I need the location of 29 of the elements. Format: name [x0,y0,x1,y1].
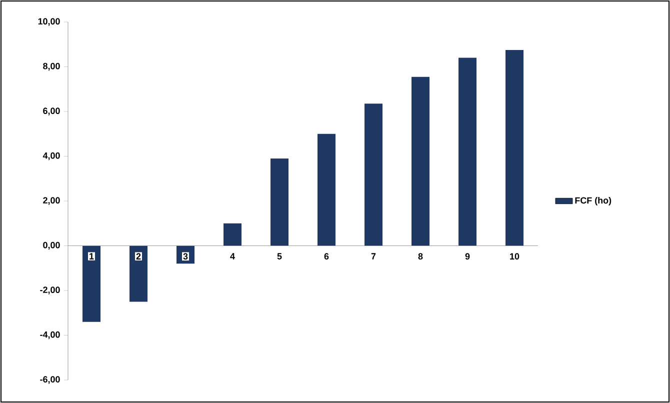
x-tick-label: 7 [371,253,376,260]
y-tick-label: 2,00 [43,197,60,205]
bar [82,246,100,322]
y-tick-label: -6,00 [40,376,60,384]
y-tick-label: 6,00 [43,108,60,116]
x-tick-label: 2 [136,253,141,260]
y-tick-label: 0,00 [43,242,60,250]
y-tick-label: 8,00 [43,62,60,71]
x-tick-label: 10 [510,253,520,260]
y-tick-label: -4,00 [40,331,60,340]
legend-label: FCF (ho) [575,197,612,206]
bar [458,58,476,246]
y-tick-label: 4,00 [42,152,60,160]
bar [412,76,430,246]
x-tick-label: 1 [90,253,94,260]
y-tick-label: -2,00 [40,286,60,294]
y-tick-label: 10,00 [38,18,60,26]
bar [224,223,242,246]
x-tick-label: 4 [230,253,235,260]
bar [130,246,148,302]
x-tick-label: 6 [324,253,329,260]
bar [506,50,524,246]
x-tick-label: 8 [418,253,423,260]
x-tick-label: 3 [183,253,188,260]
bar [364,104,382,246]
x-tick-label: 9 [465,253,470,260]
bar [318,134,336,246]
x-tick-label: 5 [277,253,282,260]
bar [270,158,288,246]
